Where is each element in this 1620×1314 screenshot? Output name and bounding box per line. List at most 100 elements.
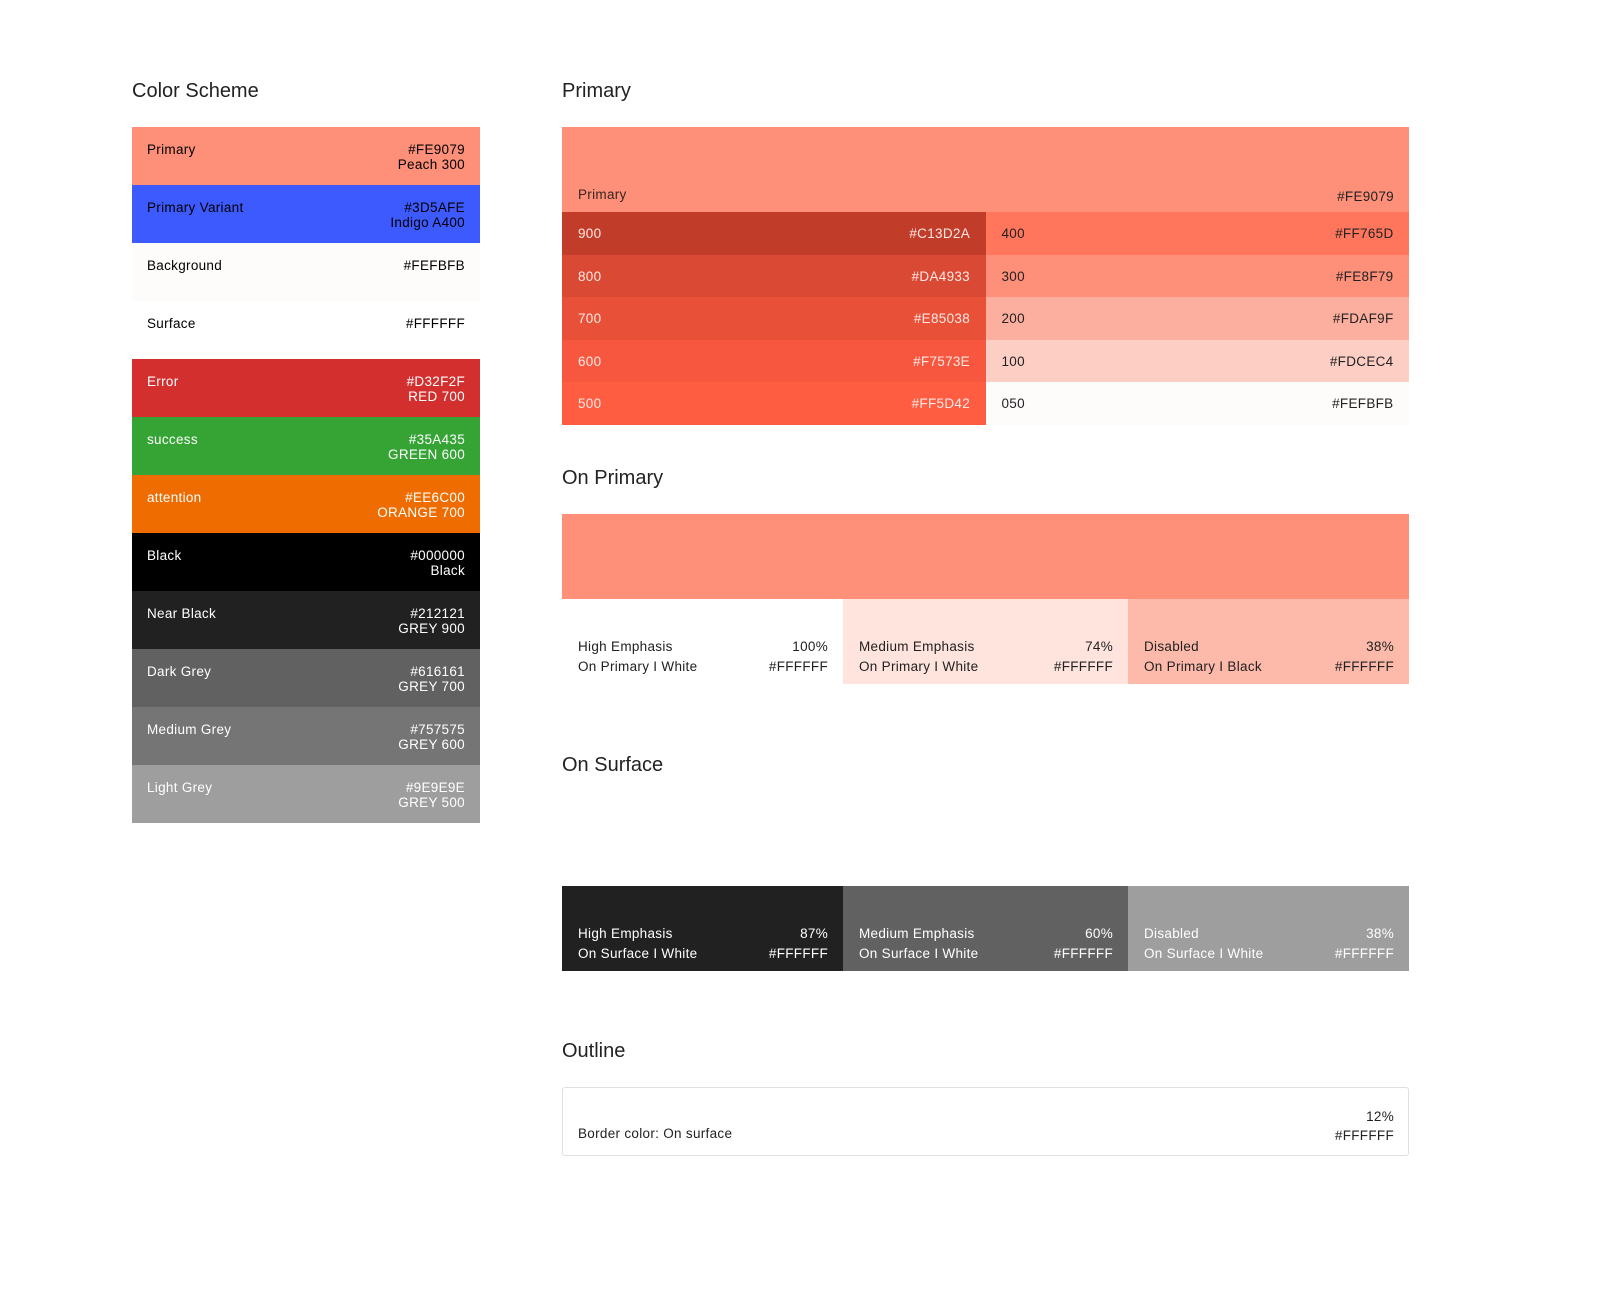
label: Near Black: [147, 606, 217, 621]
label: 900: [578, 226, 602, 241]
label: #FE8F79: [1335, 268, 1394, 284]
label: #FFFFFF: [1334, 1128, 1394, 1143]
label: GREEN 600: [388, 447, 465, 462]
heading: On Surface: [562, 754, 664, 776]
label: #EE6C00: [405, 490, 465, 505]
label: Disabled: [1144, 639, 1199, 654]
label: On Surface I White: [1144, 946, 1264, 961]
label: #FEFBFB: [1332, 396, 1394, 412]
label: On Surface I White: [578, 946, 698, 961]
label: 74%: [1085, 639, 1113, 654]
shade-swatch: [562, 382, 986, 425]
label: #9E9E9E: [405, 780, 465, 795]
label: Error: [147, 374, 179, 389]
emphasis-swatch: [1128, 886, 1409, 971]
label: Primary Variant: [147, 200, 244, 215]
shade-swatch: [985, 382, 1409, 425]
label: #FDCEC4: [1329, 353, 1394, 369]
label: 38%: [1366, 926, 1394, 941]
emphasis-swatch: [1128, 599, 1409, 684]
label: 38%: [1366, 639, 1394, 654]
label: RED 700: [408, 389, 465, 404]
color-swatch: [132, 243, 480, 301]
primary-band: [562, 127, 1409, 212]
color-swatch: [132, 417, 480, 475]
label: On Surface I White: [859, 946, 979, 961]
label: success: [147, 432, 198, 447]
label: 60%: [1085, 926, 1113, 941]
label: GREY 500: [398, 795, 465, 810]
label: #757575: [410, 722, 465, 737]
color-swatch: [132, 765, 480, 823]
color-swatch: [132, 649, 480, 707]
shade-swatch: [985, 254, 1409, 298]
shade-swatch: [985, 212, 1409, 255]
shade-swatch: [562, 212, 986, 255]
label: #FFFFFF: [768, 946, 828, 961]
label: GREY 900: [398, 621, 465, 636]
color-swatch: [132, 707, 480, 765]
label: Medium Emphasis: [859, 926, 975, 941]
shade-swatch: [985, 339, 1409, 383]
label: Background: [147, 258, 223, 273]
color-swatch: [132, 185, 480, 243]
color-swatch: [132, 475, 480, 533]
label: Primary: [578, 187, 627, 202]
label: 500: [578, 396, 602, 412]
shade-swatch: [562, 254, 986, 298]
label: 100: [1001, 353, 1025, 369]
label: Surface: [147, 316, 196, 331]
outline-box: [562, 1087, 1409, 1156]
emphasis-swatch: [843, 599, 1128, 684]
label: #FFFFFF: [1334, 946, 1394, 961]
label: #DA4933: [911, 268, 970, 284]
label: #616161: [410, 664, 465, 679]
label: GREY 700: [398, 679, 465, 694]
label: On Primary I White: [859, 659, 979, 674]
label: 100%: [792, 639, 828, 654]
label: #000000: [410, 548, 465, 563]
label: #FFFFFF: [1053, 659, 1113, 674]
label: Primary: [147, 142, 196, 157]
label: #FFFFFF: [405, 316, 465, 331]
label: #FFFFFF: [768, 659, 828, 674]
label: #212121: [410, 606, 465, 621]
color-swatch: [132, 591, 480, 649]
label: #35A435: [408, 432, 465, 447]
label: #FDAF9F: [1332, 311, 1394, 327]
label: ORANGE 700: [377, 505, 465, 520]
color-swatch: [132, 127, 480, 185]
label: #D32F2F: [406, 374, 465, 389]
label: 600: [578, 353, 602, 369]
label: 12%: [1366, 1109, 1394, 1124]
label: attention: [147, 490, 202, 505]
label: #F7573E: [913, 353, 970, 369]
label: Black: [430, 563, 465, 578]
color-swatch: [132, 301, 480, 359]
heading: On Primary: [562, 467, 664, 489]
label: 200: [1001, 311, 1025, 327]
label: #3D5AFE: [404, 200, 465, 215]
label: 800: [578, 268, 602, 284]
label: #FEFBFB: [403, 258, 465, 273]
label: 400: [1001, 226, 1025, 241]
emphasis-swatch: [562, 886, 843, 971]
label: Dark Grey: [147, 664, 212, 679]
label: Border color: On surface: [578, 1126, 733, 1141]
label: #FFFFFF: [1053, 946, 1113, 961]
label: 700: [578, 311, 602, 327]
heading: Primary: [562, 80, 631, 102]
label: #FF5D42: [911, 396, 970, 412]
emphasis-swatch: [843, 886, 1128, 971]
label: On Primary I Black: [1144, 659, 1262, 674]
label: Peach 300: [397, 157, 465, 172]
on-primary-band: [562, 514, 1409, 599]
label: Black: [147, 548, 182, 563]
label: Disabled: [1144, 926, 1199, 941]
label: 300: [1001, 268, 1025, 284]
label: 87%: [800, 926, 828, 941]
label: High Emphasis: [578, 639, 673, 654]
label: 050: [1001, 396, 1025, 412]
label: #C13D2A: [909, 226, 970, 241]
